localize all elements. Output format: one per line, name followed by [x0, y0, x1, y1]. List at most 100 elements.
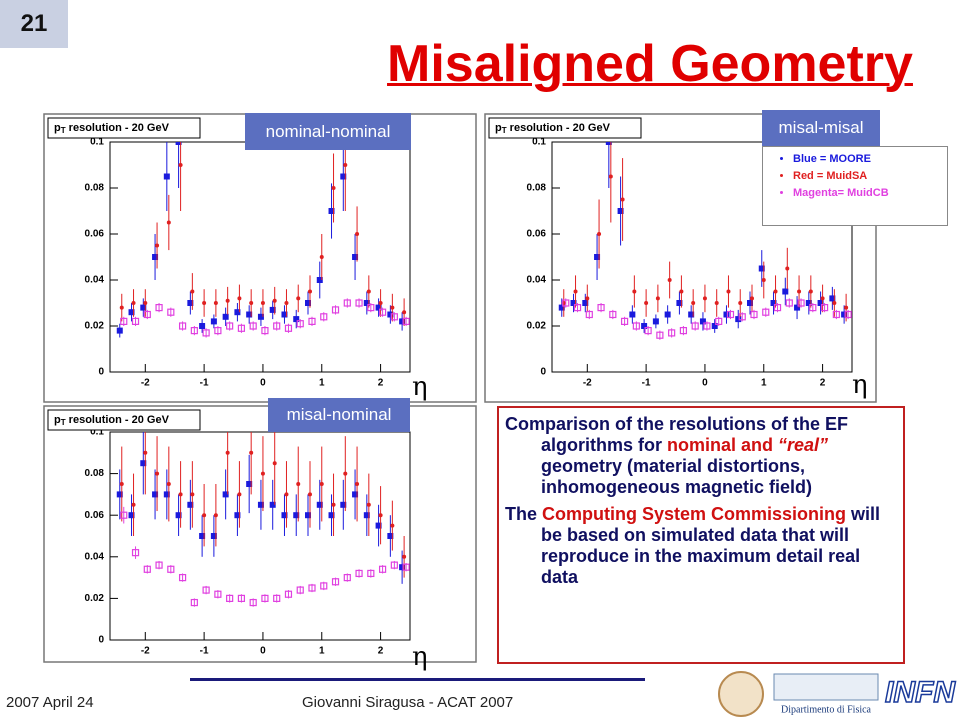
y-tick-label: 0	[540, 367, 546, 378]
point	[320, 582, 328, 590]
point	[829, 295, 836, 302]
point	[260, 301, 265, 305]
point	[319, 255, 324, 259]
point	[378, 513, 383, 518]
point	[225, 298, 230, 303]
point	[331, 578, 340, 586]
point	[355, 299, 363, 307]
point	[226, 322, 234, 330]
data-points	[116, 142, 410, 338]
plot-frame	[109, 431, 411, 641]
point	[246, 311, 253, 318]
y-tick-label: 0.1	[90, 137, 104, 148]
chart-title: pT resolution - 20 GeV	[54, 122, 170, 135]
point	[585, 310, 593, 319]
point	[187, 300, 194, 306]
point	[305, 300, 311, 306]
point	[214, 327, 222, 335]
point	[573, 304, 582, 312]
point	[163, 173, 170, 180]
point	[328, 208, 335, 214]
point	[390, 313, 398, 321]
point	[175, 512, 182, 519]
point	[237, 594, 246, 603]
point	[199, 533, 206, 539]
point	[820, 296, 825, 301]
point	[331, 502, 336, 507]
point	[178, 492, 183, 497]
title-rest: resolution - 20 GeV	[66, 414, 170, 426]
panel-tag: misal-misal	[762, 110, 880, 146]
point	[702, 296, 707, 301]
point	[257, 313, 264, 320]
text-span: Computing System Commissioning	[542, 504, 847, 524]
point	[808, 289, 813, 294]
point	[269, 306, 276, 313]
text-span: geometry (material distortions, inhomoge…	[541, 456, 813, 497]
point	[166, 482, 171, 486]
point	[187, 501, 194, 508]
point	[210, 318, 217, 325]
y-tick-label: 0.04	[85, 551, 105, 562]
x-tick-label: -2	[583, 378, 592, 389]
point	[726, 310, 735, 319]
x-tick-label: 1	[319, 646, 325, 657]
y-tick-label: 0.04	[527, 275, 547, 286]
point	[378, 308, 387, 316]
chart-title: pT resolution - 20 GeV	[54, 414, 170, 427]
point	[308, 317, 316, 325]
point	[632, 322, 640, 330]
x-tick-label: -2	[141, 378, 150, 389]
point	[703, 322, 711, 330]
paragraph: Comparison of the resolutions of the EF …	[505, 414, 897, 498]
point	[226, 594, 234, 603]
point	[809, 304, 817, 312]
point	[644, 327, 652, 335]
point	[355, 482, 360, 486]
point	[296, 320, 304, 328]
point	[293, 512, 300, 519]
point	[284, 492, 289, 497]
point	[246, 481, 253, 487]
point	[308, 584, 316, 592]
point	[738, 313, 746, 321]
point	[617, 208, 624, 214]
point	[402, 310, 407, 315]
point	[585, 296, 590, 301]
point	[399, 318, 406, 325]
point	[644, 301, 649, 305]
point	[116, 491, 123, 498]
point	[367, 304, 375, 312]
point	[832, 301, 837, 305]
point	[750, 310, 758, 319]
legend-entry: Magenta= MuidCB	[793, 187, 947, 199]
title-p: p	[495, 122, 502, 134]
point	[597, 304, 605, 312]
point	[202, 513, 207, 518]
point	[832, 310, 840, 319]
point	[319, 482, 324, 486]
legend-entry: Red = MuidSA	[793, 170, 947, 182]
point	[284, 590, 293, 598]
x-tick-label: -2	[141, 646, 150, 657]
point	[343, 573, 351, 582]
slide-title: Misaligned Geometry	[387, 35, 913, 93]
y-tick-label: 0.1	[90, 427, 104, 438]
point	[213, 513, 218, 518]
x-tick-label: 0	[260, 646, 266, 657]
title-sub: T	[61, 126, 66, 135]
point	[390, 523, 395, 528]
title-frame	[488, 117, 642, 139]
point	[723, 311, 730, 318]
point	[284, 324, 293, 332]
point	[679, 327, 688, 335]
point	[390, 305, 395, 310]
point	[594, 254, 601, 260]
y-tick-label: 0.06	[85, 229, 105, 240]
point	[747, 300, 753, 306]
point	[178, 573, 187, 582]
point	[316, 501, 323, 508]
point	[343, 163, 348, 167]
point	[735, 316, 742, 323]
